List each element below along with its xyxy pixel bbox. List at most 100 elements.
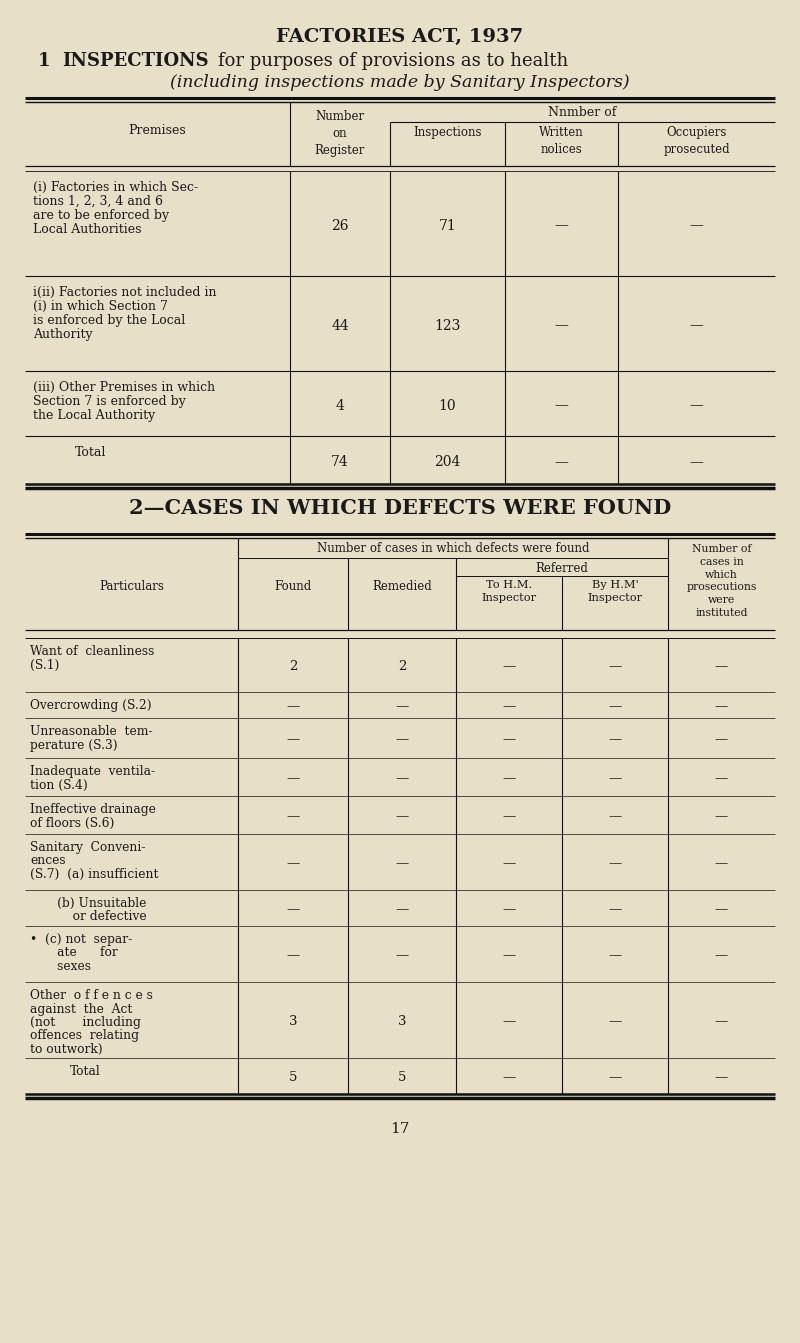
- Text: 2: 2: [289, 659, 297, 673]
- Text: Total: Total: [75, 446, 106, 459]
- Text: INSPECTIONS: INSPECTIONS: [62, 52, 209, 70]
- Text: (including inspections made by Sanitary Inspectors): (including inspections made by Sanitary …: [170, 74, 630, 91]
- Text: —: —: [502, 700, 516, 713]
- Text: Want of  cleanliness: Want of cleanliness: [30, 645, 154, 658]
- Text: Total: Total: [70, 1065, 101, 1078]
- Text: —: —: [608, 659, 622, 673]
- Text: —: —: [715, 857, 728, 870]
- Text: Occupiers
prosecuted: Occupiers prosecuted: [663, 126, 730, 156]
- Text: —: —: [395, 950, 409, 962]
- Text: —: —: [690, 219, 703, 232]
- Text: —: —: [286, 902, 300, 916]
- Text: (S.7)  (a) insufficient: (S.7) (a) insufficient: [30, 868, 158, 881]
- Text: Number of cases in which defects were found: Number of cases in which defects were fo…: [317, 543, 590, 555]
- Text: 71: 71: [438, 219, 456, 232]
- Text: 2—CASES IN WHICH DEFECTS WERE FOUND: 2—CASES IN WHICH DEFECTS WERE FOUND: [129, 498, 671, 518]
- Text: Section 7 is enforced by: Section 7 is enforced by: [33, 395, 186, 408]
- Text: 3: 3: [398, 1015, 406, 1027]
- Text: tion (S.4): tion (S.4): [30, 779, 88, 791]
- Text: —: —: [395, 810, 409, 823]
- Text: or defective: or defective: [30, 911, 146, 924]
- Text: —: —: [286, 700, 300, 713]
- Text: for purposes of provisions as to health: for purposes of provisions as to health: [218, 52, 568, 70]
- Text: —: —: [395, 700, 409, 713]
- Text: Ineffective drainage: Ineffective drainage: [30, 803, 156, 817]
- Text: —: —: [608, 950, 622, 962]
- Text: (S.1): (S.1): [30, 658, 59, 672]
- Text: —: —: [554, 455, 569, 469]
- Text: —: —: [608, 1015, 622, 1027]
- Text: Nnmber of: Nnmber of: [548, 106, 617, 120]
- Text: —: —: [502, 950, 516, 962]
- Text: 204: 204: [434, 455, 461, 469]
- Text: Sanitary  Conveni-: Sanitary Conveni-: [30, 841, 146, 854]
- Text: Overcrowding (S.2): Overcrowding (S.2): [30, 698, 152, 712]
- Text: sexes: sexes: [30, 960, 91, 972]
- Text: offences  relating: offences relating: [30, 1030, 139, 1042]
- Text: —: —: [502, 810, 516, 823]
- Text: —: —: [395, 857, 409, 870]
- Text: ate      for: ate for: [30, 947, 118, 959]
- Text: Number
on
Register: Number on Register: [315, 110, 365, 157]
- Text: —: —: [608, 1070, 622, 1084]
- Text: 4: 4: [335, 399, 345, 412]
- Text: —: —: [608, 772, 622, 786]
- Text: —: —: [502, 902, 516, 916]
- Text: —: —: [395, 772, 409, 786]
- Text: —: —: [502, 659, 516, 673]
- Text: Referred: Referred: [535, 561, 589, 575]
- Text: are to be enforced by: are to be enforced by: [33, 210, 169, 222]
- Text: —: —: [715, 810, 728, 823]
- Text: i(ii) Factories not included in: i(ii) Factories not included in: [33, 286, 217, 299]
- Text: 74: 74: [331, 455, 349, 469]
- Text: —: —: [715, 733, 728, 745]
- Text: Other  o f f e n c e s: Other o f f e n c e s: [30, 988, 153, 1002]
- Text: —: —: [715, 772, 728, 786]
- Text: —: —: [502, 772, 516, 786]
- Text: —: —: [286, 733, 300, 745]
- Text: Particulars: Particulars: [99, 580, 164, 594]
- Text: Remedied: Remedied: [372, 580, 432, 594]
- Text: —: —: [608, 810, 622, 823]
- Text: Written
nolices: Written nolices: [539, 126, 584, 156]
- Text: —: —: [502, 857, 516, 870]
- Text: Premises: Premises: [129, 124, 186, 137]
- Text: Found: Found: [274, 580, 312, 594]
- Text: —: —: [502, 1015, 516, 1027]
- Text: is enforced by the Local: is enforced by the Local: [33, 314, 186, 326]
- Text: —: —: [502, 1070, 516, 1084]
- Text: Authority: Authority: [33, 328, 93, 341]
- Text: —: —: [690, 399, 703, 412]
- Text: FACTORIES ACT, 1937: FACTORIES ACT, 1937: [277, 28, 523, 46]
- Text: Unreasonable  tem-: Unreasonable tem-: [30, 725, 153, 739]
- Text: 1: 1: [38, 52, 50, 70]
- Text: —: —: [715, 700, 728, 713]
- Text: 3: 3: [289, 1015, 298, 1027]
- Text: —: —: [395, 733, 409, 745]
- Text: tions 1, 2, 3, 4 and 6: tions 1, 2, 3, 4 and 6: [33, 195, 163, 208]
- Text: 5: 5: [398, 1070, 406, 1084]
- Text: —: —: [715, 1015, 728, 1027]
- Text: against  the  Act: against the Act: [30, 1002, 132, 1015]
- Text: perature (S.3): perature (S.3): [30, 739, 118, 752]
- Text: Inadequate  ventila-: Inadequate ventila-: [30, 766, 155, 778]
- Text: —: —: [715, 950, 728, 962]
- Text: 17: 17: [390, 1121, 410, 1136]
- Text: To H.M.
Inspector: To H.M. Inspector: [482, 580, 537, 603]
- Text: (b) Unsuitable: (b) Unsuitable: [30, 897, 146, 911]
- Text: 44: 44: [331, 318, 349, 333]
- Text: —: —: [286, 810, 300, 823]
- Text: 123: 123: [434, 318, 461, 333]
- Text: —: —: [554, 219, 569, 232]
- Text: —: —: [608, 700, 622, 713]
- Text: Number of
cases in
which
prosecutions
were
instituted: Number of cases in which prosecutions we…: [686, 544, 757, 618]
- Text: —: —: [395, 902, 409, 916]
- Text: —: —: [608, 733, 622, 745]
- Text: of floors (S.6): of floors (S.6): [30, 817, 114, 830]
- Text: (iii) Other Premises in which: (iii) Other Premises in which: [33, 381, 215, 393]
- Text: —: —: [715, 659, 728, 673]
- Text: —: —: [608, 902, 622, 916]
- Text: —: —: [608, 857, 622, 870]
- Text: —: —: [690, 318, 703, 333]
- Text: (i) in which Section 7: (i) in which Section 7: [33, 299, 168, 313]
